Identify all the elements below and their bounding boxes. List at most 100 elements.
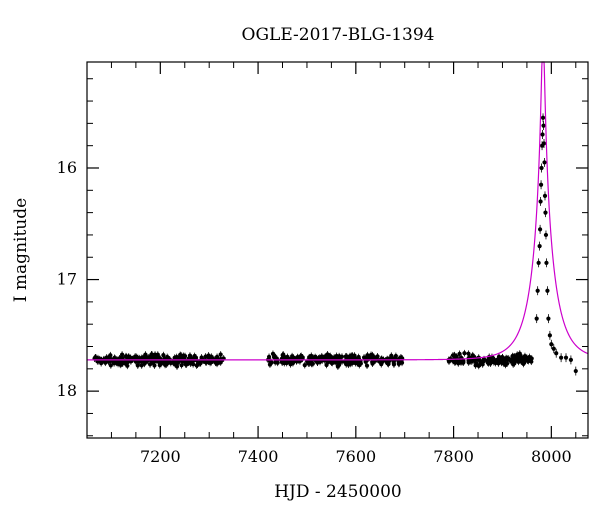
lensing-point: [545, 288, 550, 293]
baseline-point: [476, 363, 481, 369]
lensing-point: [543, 232, 549, 238]
lensing-point: [549, 342, 554, 347]
baseline-point: [317, 355, 322, 360]
baseline-point: [302, 363, 307, 368]
lensing-point: [544, 260, 549, 265]
baseline-point: [183, 362, 188, 367]
baseline-point: [365, 353, 370, 358]
lensing-point: [537, 243, 542, 249]
baseline-point: [375, 354, 380, 359]
x-tick-labels: 7200 7400 7600 7800 8000: [140, 447, 572, 466]
baseline-point: [385, 356, 390, 362]
x-tick-label: 7200: [140, 447, 181, 466]
chart-title: OGLE-2017-BLG-1394: [242, 25, 435, 45]
baseline-point: [125, 355, 130, 361]
baseline-point: [508, 359, 514, 364]
baseline-point: [299, 355, 304, 360]
lensing-point: [551, 346, 556, 351]
lensing-point: [538, 199, 543, 204]
lensing-point: [539, 165, 544, 171]
lensing-point: [542, 193, 548, 198]
baseline-point: [515, 352, 520, 357]
x-axis-label: HJD - 2450000: [274, 482, 402, 502]
baseline-point: [505, 356, 510, 361]
baseline-point: [162, 362, 168, 367]
y-tick-label: 18: [57, 381, 77, 400]
lensing-point: [547, 333, 552, 338]
y-tick-labels: 16 17 18: [57, 158, 77, 400]
baseline-point: [510, 353, 515, 359]
baseline-point: [457, 351, 462, 356]
lensing-point: [541, 141, 547, 146]
lensing-point: [542, 160, 547, 165]
lensing-point: [538, 182, 544, 187]
lensing-point: [534, 316, 539, 321]
baseline-point: [188, 361, 193, 366]
y-tick-label: 17: [57, 270, 77, 289]
baseline-point: [488, 360, 493, 365]
minor-ticks: [86, 62, 588, 438]
lensing-point: [563, 355, 569, 360]
lensing-points: [534, 113, 578, 376]
plot-frame: [86, 61, 589, 439]
baseline-point: [108, 363, 113, 368]
baseline-point: [499, 356, 504, 361]
baseline-point: [120, 352, 125, 357]
baseline-point: [311, 355, 316, 360]
baseline-point: [208, 360, 213, 366]
x-tick-label: 7400: [238, 447, 279, 466]
major-ticks: [87, 62, 588, 438]
lensing-point: [537, 227, 543, 232]
baseline-point: [218, 352, 223, 357]
baseline-point: [332, 355, 337, 360]
lensing-point: [559, 355, 564, 360]
baseline-point: [396, 361, 401, 366]
y-axis-label: I magnitude: [11, 198, 31, 302]
baseline-point: [352, 353, 357, 358]
baseline-point: [306, 361, 311, 366]
baseline-point: [178, 352, 183, 357]
baseline-point: [104, 355, 109, 360]
lensing-point: [543, 210, 548, 215]
baseline-point: [192, 353, 197, 359]
baseline-point: [142, 361, 147, 366]
baseline-point: [478, 359, 483, 364]
baseline-point: [370, 353, 375, 358]
baseline-point: [199, 355, 204, 360]
baseline-point: [275, 360, 280, 365]
baseline-point: [123, 361, 128, 367]
baseline-point: [267, 362, 273, 367]
baseline-point: [370, 359, 375, 365]
baseline-point: [344, 362, 349, 367]
lensing-point: [541, 123, 546, 128]
baseline-point: [309, 361, 314, 366]
baseline-point: [364, 363, 370, 368]
baseline-point: [519, 355, 524, 360]
baseline-point: [462, 351, 467, 356]
baseline-point: [519, 359, 524, 364]
baseline-point: [156, 359, 161, 364]
baseline-point: [128, 355, 133, 360]
lensing-point: [573, 368, 578, 374]
baseline-point: [168, 360, 173, 366]
lensing-point: [554, 351, 559, 356]
baseline-point: [174, 364, 180, 369]
lensing-point: [535, 288, 540, 293]
lensing-point: [568, 357, 573, 362]
baseline-point: [528, 357, 533, 363]
baseline-point: [179, 363, 184, 368]
baseline-point: [182, 354, 188, 359]
baseline-point: [149, 352, 154, 357]
baseline-point: [161, 353, 166, 358]
baseline-point: [139, 355, 145, 361]
lensing-point: [536, 260, 541, 265]
baseline-point: [502, 359, 507, 364]
y-tick-label: 16: [57, 158, 77, 177]
model-curve: [87, 61, 589, 361]
baseline-point: [335, 364, 340, 369]
baseline-point: [149, 359, 155, 364]
baseline-point: [280, 358, 285, 363]
baseline-point: [514, 357, 519, 362]
baseline-point: [466, 351, 471, 356]
